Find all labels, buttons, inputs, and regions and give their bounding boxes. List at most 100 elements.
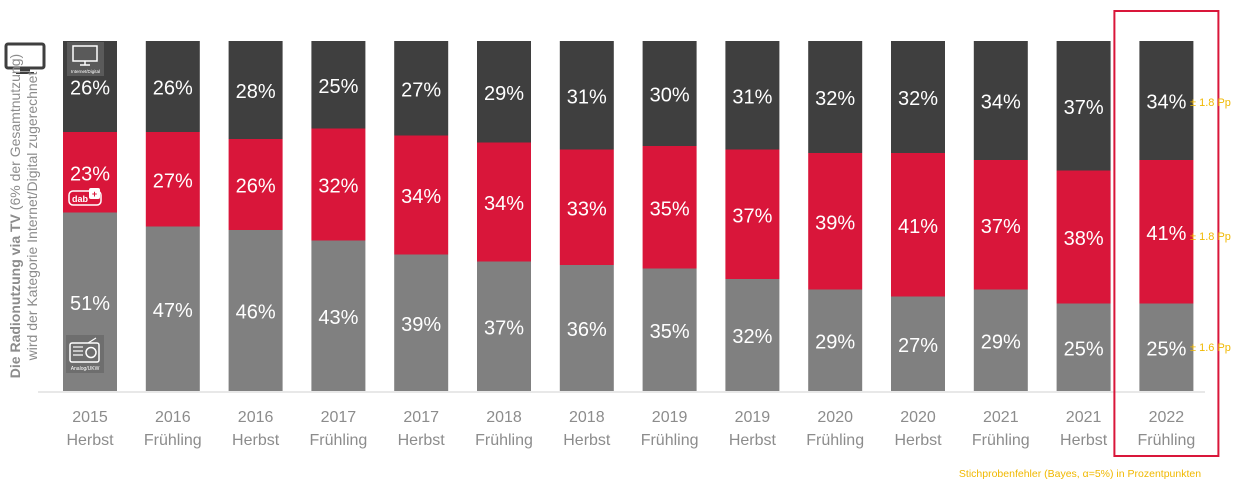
- bar-dab-4: [394, 135, 449, 255]
- bar-digital-5: [477, 41, 531, 143]
- x-tick-8-1: Herbst: [729, 432, 777, 449]
- bar-digital-11: [973, 41, 1028, 160]
- bar-dab-3: [311, 128, 366, 241]
- label-dab-11: 37%: [981, 216, 1021, 238]
- bar-dab-2: [228, 139, 283, 230]
- label-dab-3: 32%: [318, 176, 358, 198]
- bar-analog-5: [477, 261, 531, 391]
- x-tick-2-1: Herbst: [232, 432, 280, 449]
- bar-analog-4: [394, 254, 449, 391]
- bar-digital-9: [808, 41, 863, 153]
- bar-analog-8: [725, 279, 780, 391]
- label-analog-8: 32%: [732, 326, 772, 348]
- side-label-rest: (6% der Gesamtnutzung): [7, 53, 23, 211]
- x-tick-5-0: 2018: [486, 409, 522, 426]
- bar-dab-5: [477, 142, 531, 262]
- highlight-frame: [1113, 10, 1220, 457]
- bar-analog-11: [973, 289, 1028, 391]
- internet-digital-label: Internet/Digital: [71, 69, 100, 74]
- x-tick-0-0: 2015: [72, 409, 108, 426]
- bar-dab-11: [973, 160, 1028, 290]
- error-note: Stichprobenfehler (Bayes, α=5%) in Proze…: [958, 468, 1202, 480]
- label-digital-2: 28%: [236, 81, 276, 103]
- x-tick-1-1: Frühling: [144, 432, 202, 449]
- bar-dab-0: [63, 132, 117, 213]
- label-digital-6: 31%: [567, 86, 607, 108]
- label-digital-9: 32%: [815, 88, 855, 110]
- x-tick-9-0: 2020: [817, 409, 853, 426]
- label-dab-10: 41%: [898, 216, 938, 238]
- x-tick-10-0: 2020: [900, 409, 936, 426]
- bar-digital-8: [725, 41, 780, 150]
- bar-analog-2: [228, 230, 283, 391]
- label-analog-3: 43%: [318, 307, 358, 329]
- dab-plus-sign: +: [92, 189, 97, 199]
- x-tick-7-1: Frühling: [641, 432, 699, 449]
- x-tick-6-1: Herbst: [563, 432, 611, 449]
- bar-analog-6: [559, 265, 614, 391]
- label-analog-13: 25%: [1146, 338, 1186, 360]
- analog-label: Analog/UKW: [71, 366, 100, 372]
- bar-digital-12: [1056, 41, 1111, 171]
- x-tick-7-0: 2019: [652, 409, 688, 426]
- dab-label: dab: [72, 194, 89, 204]
- label-digital-11: 34%: [981, 92, 1021, 114]
- label-digital-7: 30%: [650, 85, 690, 107]
- x-tick-10-1: Herbst: [894, 432, 942, 449]
- x-tick-13-0: 2022: [1149, 409, 1185, 426]
- tv-icon: [4, 42, 46, 74]
- label-dab-12: 38%: [1064, 228, 1104, 250]
- label-dab-5: 34%: [484, 193, 524, 215]
- bar-analog-12: [1056, 303, 1111, 391]
- label-analog-7: 35%: [650, 321, 690, 343]
- label-analog-1: 47%: [153, 300, 193, 322]
- bar-digital-13: [1139, 41, 1194, 160]
- label-dab-13: 41%: [1146, 223, 1186, 245]
- bar-digital-6: [559, 41, 614, 150]
- label-digital-3: 25%: [318, 76, 358, 98]
- internet-digital-icon: Internet/Digital: [67, 42, 104, 76]
- bar-digital-2: [228, 41, 283, 139]
- bar-dab-10: [891, 153, 945, 297]
- label-analog-11: 29%: [981, 331, 1021, 353]
- bar-analog-9: [808, 289, 863, 391]
- x-tick-6-0: 2018: [569, 409, 605, 426]
- bar-analog-1: [145, 226, 200, 391]
- label-dab-6: 33%: [567, 198, 607, 220]
- bar-dab-8: [725, 149, 780, 279]
- x-tick-9-1: Frühling: [806, 432, 864, 449]
- x-tick-2-0: 2016: [238, 409, 274, 426]
- side-label-line2: wird der Kategorie Internet/Digital zuge…: [24, 71, 40, 361]
- label-digital-12: 37%: [1064, 97, 1104, 119]
- label-digital-0: 26%: [70, 78, 110, 100]
- bar-analog-13: [1139, 303, 1194, 391]
- bar-digital-10: [891, 41, 945, 153]
- label-digital-13: 34%: [1146, 92, 1186, 114]
- label-digital-1: 26%: [153, 78, 193, 100]
- bar-analog-7: [642, 268, 697, 391]
- bar-dab-13: [1139, 160, 1194, 304]
- analog-radio-icon: Analog/UKW: [66, 335, 104, 373]
- bar-analog-3: [311, 240, 366, 391]
- x-tick-3-1: Frühling: [309, 432, 367, 449]
- x-tick-13-1: Frühling: [1137, 432, 1195, 449]
- x-tick-1-0: 2016: [155, 409, 191, 426]
- label-dab-1: 27%: [153, 170, 193, 192]
- label-analog-0: 51%: [70, 293, 110, 315]
- dab-plus-icon: dab +: [68, 188, 102, 206]
- error-margin-digital: ± 1.8 Pp: [1190, 97, 1231, 109]
- error-margin-dab: ± 1.8 Pp: [1190, 231, 1231, 243]
- bar-dab-1: [145, 132, 200, 227]
- label-analog-5: 37%: [484, 317, 524, 339]
- label-analog-12: 25%: [1064, 338, 1104, 360]
- label-analog-2: 46%: [236, 302, 276, 324]
- bar-dab-7: [642, 146, 697, 269]
- bar-dab-6: [559, 149, 614, 265]
- label-analog-6: 36%: [567, 319, 607, 341]
- bar-dab-12: [1056, 170, 1111, 304]
- label-analog-10: 27%: [898, 335, 938, 357]
- label-dab-4: 34%: [401, 186, 441, 208]
- x-tick-8-0: 2019: [735, 409, 771, 426]
- x-tick-11-1: Frühling: [972, 432, 1030, 449]
